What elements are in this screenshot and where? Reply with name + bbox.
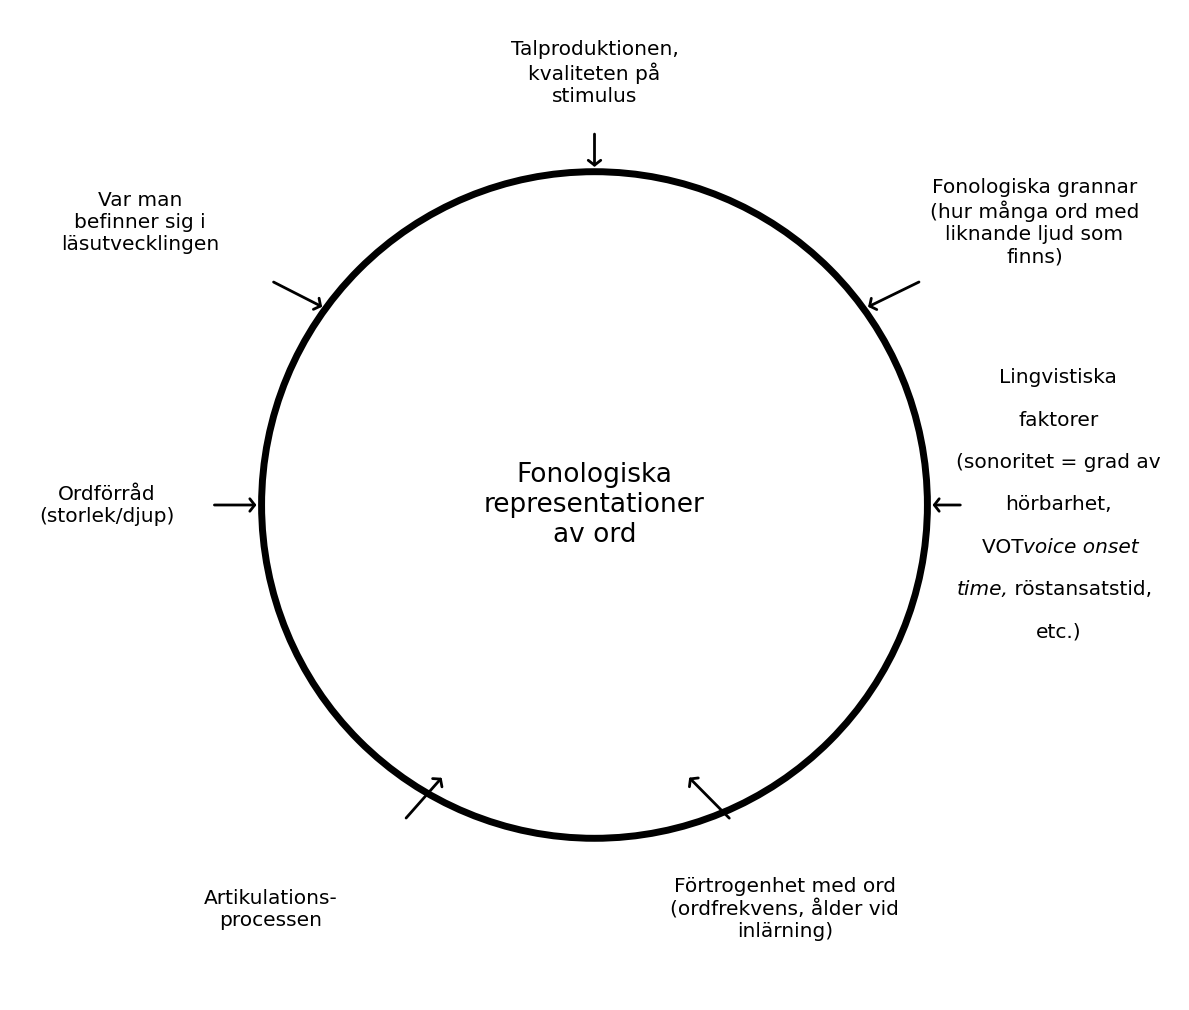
Text: etc.): etc.) (1036, 623, 1081, 641)
Text: Ordförråd
(storlek/djup): Ordförråd (storlek/djup) (39, 485, 175, 525)
Text: Talproduktionen,
kvaliteten på
stimulus: Talproduktionen, kvaliteten på stimulus (510, 40, 679, 106)
Text: Fonologiska grannar
(hur många ord med
liknande ljud som
finns): Fonologiska grannar (hur många ord med l… (930, 178, 1139, 267)
Text: faktorer: faktorer (1018, 411, 1099, 429)
Text: (sonoritet = grad av: (sonoritet = grad av (956, 453, 1160, 472)
Text: röstansatstid,: röstansatstid, (1007, 581, 1152, 599)
Text: VOT: VOT (982, 538, 1031, 557)
Text: voice onset: voice onset (1023, 538, 1138, 557)
Text: hörbarhet,: hörbarhet, (1005, 496, 1112, 514)
Text: Lingvistiska: Lingvistiska (999, 369, 1118, 387)
Text: Fonologiska
representationer
av ord: Fonologiska representationer av ord (484, 462, 705, 548)
Text: Var man
befinner sig i
läsutvecklingen: Var man befinner sig i läsutvecklingen (61, 191, 220, 254)
Text: Artikulations-
processen: Artikulations- processen (205, 889, 338, 929)
Text: time,: time, (957, 581, 1009, 599)
Text: Förtrogenhet med ord
(ordfrekvens, ålder vid
inlärning): Förtrogenhet med ord (ordfrekvens, ålder… (671, 877, 899, 941)
